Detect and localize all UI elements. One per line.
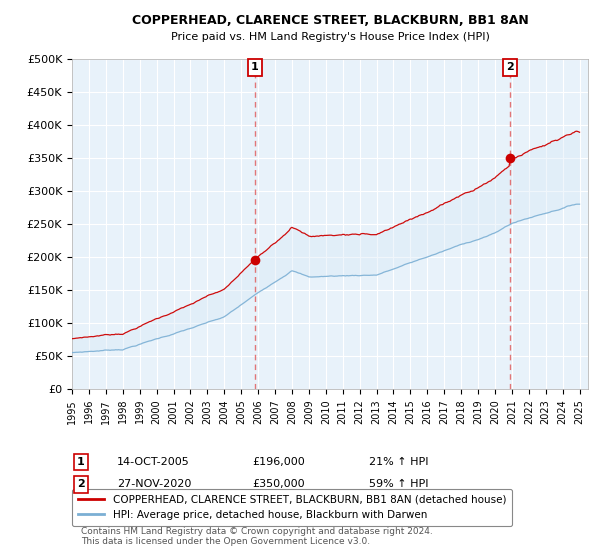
Legend: COPPERHEAD, CLARENCE STREET, BLACKBURN, BB1 8AN (detached house), HPI: Average p: COPPERHEAD, CLARENCE STREET, BLACKBURN, …: [72, 488, 512, 526]
Text: 27-NOV-2020: 27-NOV-2020: [117, 479, 191, 489]
Text: 14-OCT-2005: 14-OCT-2005: [117, 457, 190, 467]
Text: 2: 2: [77, 479, 85, 489]
Text: 59% ↑ HPI: 59% ↑ HPI: [369, 479, 428, 489]
Text: 1: 1: [251, 62, 259, 72]
Text: COPPERHEAD, CLARENCE STREET, BLACKBURN, BB1 8AN: COPPERHEAD, CLARENCE STREET, BLACKBURN, …: [131, 14, 529, 27]
Text: £350,000: £350,000: [252, 479, 305, 489]
Text: 21% ↑ HPI: 21% ↑ HPI: [369, 457, 428, 467]
Text: 1: 1: [77, 457, 85, 467]
Text: Price paid vs. HM Land Registry's House Price Index (HPI): Price paid vs. HM Land Registry's House …: [170, 32, 490, 43]
Text: 2: 2: [506, 62, 514, 72]
Text: Contains HM Land Registry data © Crown copyright and database right 2024.
This d: Contains HM Land Registry data © Crown c…: [81, 526, 433, 546]
Text: £196,000: £196,000: [252, 457, 305, 467]
